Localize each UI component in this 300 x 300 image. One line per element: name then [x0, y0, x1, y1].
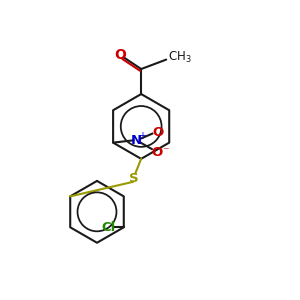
Text: Cl: Cl [101, 221, 116, 234]
Text: O: O [152, 146, 163, 159]
Text: O: O [153, 125, 164, 139]
Text: ⁻: ⁻ [162, 146, 169, 159]
Text: S: S [129, 172, 139, 185]
Text: CH$_3$: CH$_3$ [168, 50, 191, 65]
Text: O: O [114, 48, 126, 62]
Text: N: N [131, 134, 142, 147]
Text: +: + [138, 131, 146, 141]
